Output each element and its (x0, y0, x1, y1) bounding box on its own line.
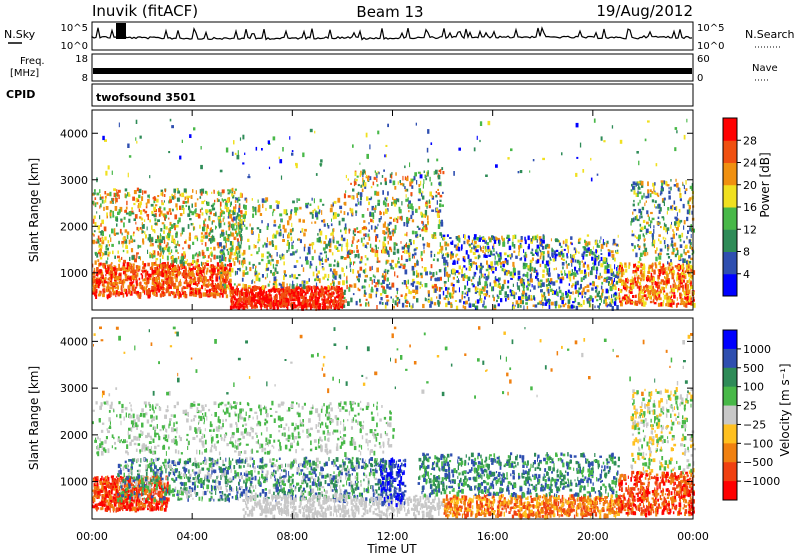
power-colorbar-segment-3 (723, 207, 737, 230)
velocity-colorbar-label-0: 1000 (743, 343, 771, 356)
nsky-trace (91, 26, 693, 41)
velocity-colorbar-label-6: −500 (743, 456, 773, 469)
velocity-colorbar-segment-5 (723, 424, 737, 444)
power-ytick-label-0: 1000 (60, 267, 88, 280)
velocity-cbar-label: Velocity [m s⁻¹] (778, 363, 792, 456)
nsky-panel: N.Sky 10^5 10^0 10^5 10^0 N.Search (4, 21, 795, 52)
station-title: Inuvik (fitACF) (92, 2, 198, 20)
velocity-colorbar-segment-2 (723, 367, 737, 388)
power-colorbar-label-0: 4 (743, 268, 750, 281)
nsky-tick-bottom: 10^0 (61, 41, 88, 52)
x-tick-label-3: 12:00 (377, 530, 409, 543)
freq-unit: [MHz] (10, 68, 39, 79)
velocity-colorbar-label-7: −1000 (743, 475, 780, 488)
velocity-colorbar-label-5: −100 (743, 437, 773, 450)
power-ytick-label-1: 2000 (60, 220, 88, 233)
velocity-colorbar-label-4: −25 (743, 418, 766, 431)
power-colorbar-segment-5 (723, 162, 737, 186)
power-ytick-label-2: 3000 (60, 174, 88, 187)
velocity-ylabel: Slant Range [km] (27, 366, 41, 470)
x-tick-label-2: 08:00 (276, 530, 308, 543)
power-colorbar-label-6: 28 (743, 134, 757, 147)
beam-title: Beam 13 (356, 3, 423, 21)
nsearch-tick-top: 10^5 (697, 23, 724, 34)
velocity-colorbar-label-2: 100 (743, 381, 764, 394)
power-colorbar-segment-1 (723, 251, 737, 275)
nsky-label: N.Sky (4, 28, 36, 41)
nsearch-label: N.Search (745, 28, 795, 41)
nave-label: Nave (752, 63, 778, 74)
nsearch-tick-bottom: 10^0 (697, 41, 724, 52)
power-colorbar-segment-6 (723, 140, 737, 163)
x-tick-label-1: 04:00 (176, 530, 208, 543)
power-colorbar-label-4: 20 (743, 179, 757, 192)
power-colorbar-label-1: 8 (743, 246, 750, 259)
power-heatmap (92, 118, 696, 311)
velocity-colorbar-segment-0 (723, 330, 737, 350)
velocity-colorbar-segment-7 (723, 462, 737, 482)
velocity-colorbar-segment-6 (723, 443, 737, 463)
x-tick-label-5: 20:00 (577, 530, 609, 543)
velocity-ytick-label-1: 2000 (60, 429, 88, 442)
power-colorbar-segment-4 (723, 184, 737, 208)
freq-panel: Freq. [MHz] 18 8 60 0 Nave (10, 53, 778, 84)
power-colorbar-label-3: 16 (743, 201, 757, 214)
power-ytick-label-3: 4000 (60, 127, 88, 140)
cpid-label: CPID (6, 88, 35, 101)
power-cbar-label: Power [dB] (758, 152, 772, 217)
power-ylabel: Slant Range [km] (27, 158, 41, 262)
velocity-colorbar-label-3: 25 (743, 400, 757, 413)
velocity-ytick-label-3: 4000 (60, 335, 88, 348)
power-panel: 1000 2000 3000 4000 Slant Range [km] 4 8 12 16… (27, 109, 772, 311)
freq-label: Freq. (20, 56, 45, 67)
velocity-colorbar-segment-1 (723, 348, 737, 369)
freq-tick-bottom: 8 (82, 73, 88, 84)
velocity-panel: 1000 2000 3000 4000 Slant Range [km] 1000 50… (27, 110, 792, 554)
nave-tick-bottom: 0 (697, 73, 703, 84)
cpid-text: twofsound 3501 (96, 91, 196, 104)
velocity-heatmap (92, 326, 696, 520)
power-colorbar-segment-2 (723, 229, 737, 252)
x-axis-label: Time UT (366, 542, 417, 554)
freq-tick-top: 18 (75, 54, 88, 65)
power-colorbar-segment-0 (723, 273, 737, 297)
cpid-panel: CPID twofsound 3501 (6, 83, 694, 107)
velocity-colorbar-segment-3 (723, 386, 737, 407)
freq-band (93, 68, 692, 74)
date-title: 19/Aug/2012 (596, 2, 693, 20)
nave-tick-top: 60 (697, 54, 710, 65)
velocity-colorbar-segment-4 (723, 405, 737, 425)
x-tick-label-6: 00:00 (677, 530, 709, 543)
velocity-colorbar-label-1: 500 (743, 362, 764, 375)
x-tick-label-4: 16:00 (477, 530, 509, 543)
power-colorbar-label-2: 12 (743, 223, 757, 236)
velocity-colorbar-segment-8 (723, 481, 737, 501)
velocity-ytick-label-2: 3000 (60, 382, 88, 395)
nsky-tick-top: 10^5 (61, 23, 88, 34)
velocity-ytick-label-0: 1000 (60, 476, 88, 489)
power-colorbar-label-5: 24 (743, 157, 757, 170)
power-colorbar-segment-7 (723, 118, 737, 141)
x-tick-label-0: 00:00 (76, 530, 108, 543)
